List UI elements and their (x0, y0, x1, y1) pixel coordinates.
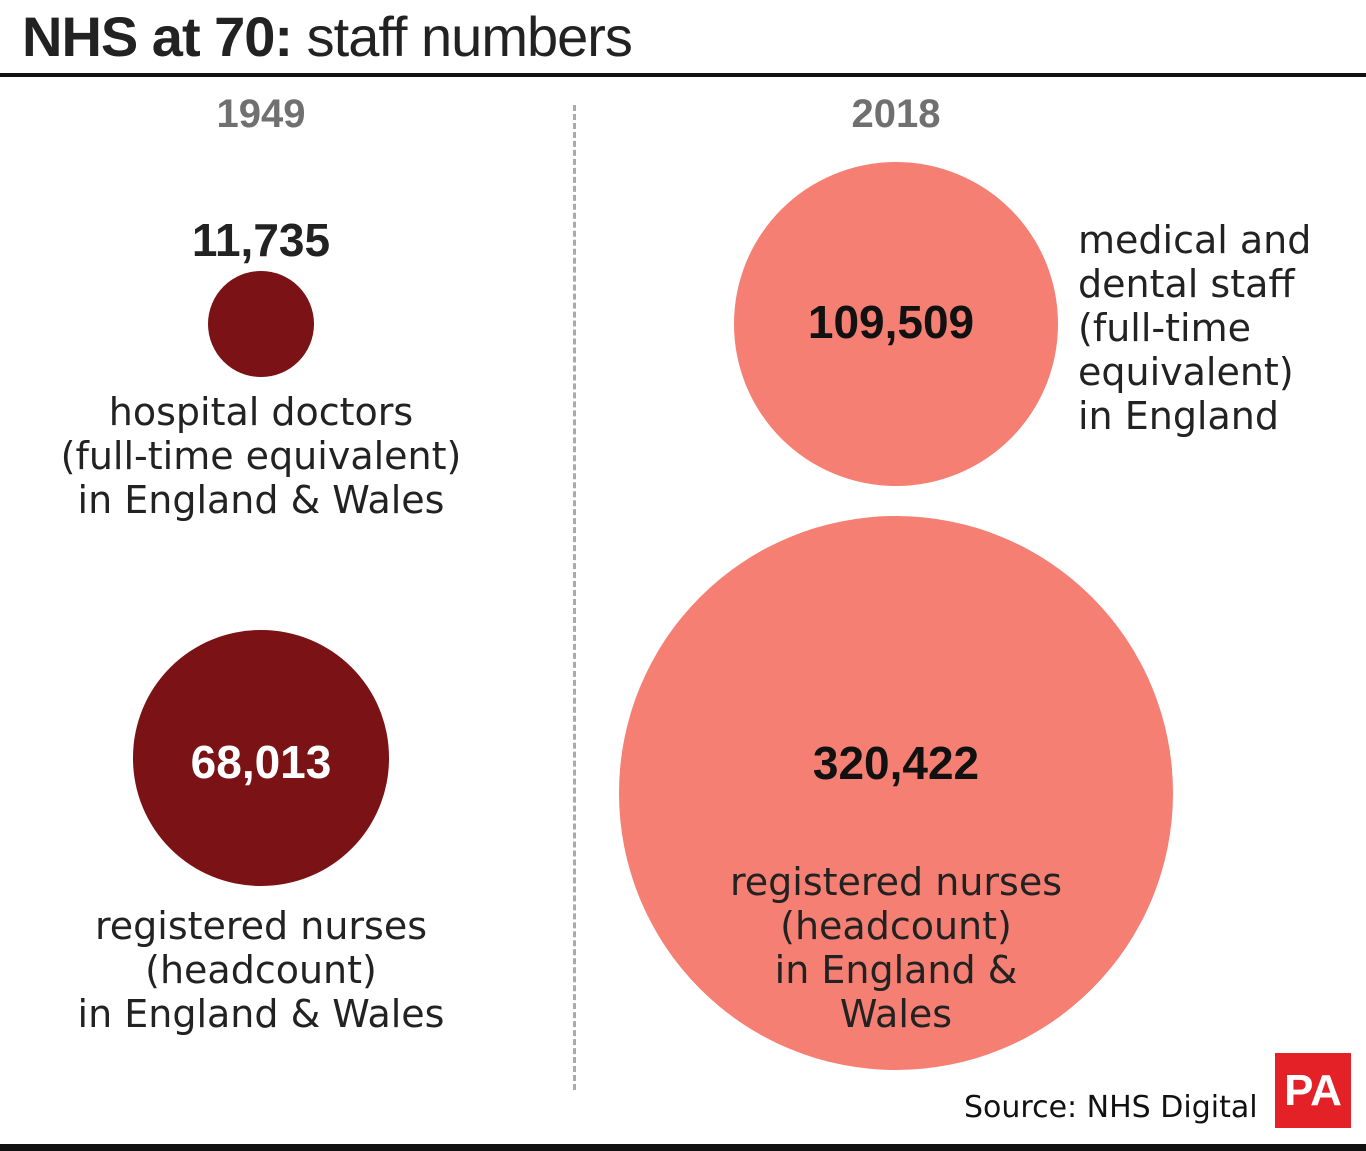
label-2018-medical: medical and dental staff (full-time equi… (1078, 218, 1312, 438)
label-1949-nurses: registered nurses (headcount) in England… (77, 904, 445, 1036)
column-divider (573, 105, 576, 1090)
title-bold: NHS at 70: (22, 5, 293, 68)
pa-logo: PA (1275, 1053, 1351, 1128)
bubble-2018-medical (734, 162, 1058, 486)
year-1949-heading: 1949 (216, 92, 306, 136)
bottom-rule (0, 1144, 1366, 1151)
value-label-2018-nurses: 320,422 (812, 737, 980, 789)
label-2018-nurses: registered nurses (headcount) in England… (729, 860, 1063, 1036)
page-title: NHS at 70: staff numbers (22, 4, 633, 69)
value-label-1949-doctors: 11,735 (191, 214, 331, 266)
value-label-1949-nurses: 68,013 (190, 736, 332, 788)
label-1949-doctors: hospital doctors (full-time equivalent) … (60, 390, 462, 522)
value-label-2018-medical: 109,509 (807, 296, 975, 348)
title-rest: staff numbers (306, 5, 633, 68)
bubble-2018-nurses (619, 516, 1173, 1070)
source-note: Source: NHS Digital (964, 1090, 1258, 1125)
bubble-1949-doctors (208, 271, 314, 377)
top-rule (0, 73, 1366, 77)
year-2018-heading: 2018 (851, 92, 941, 136)
bubble-1949-nurses (133, 630, 389, 886)
